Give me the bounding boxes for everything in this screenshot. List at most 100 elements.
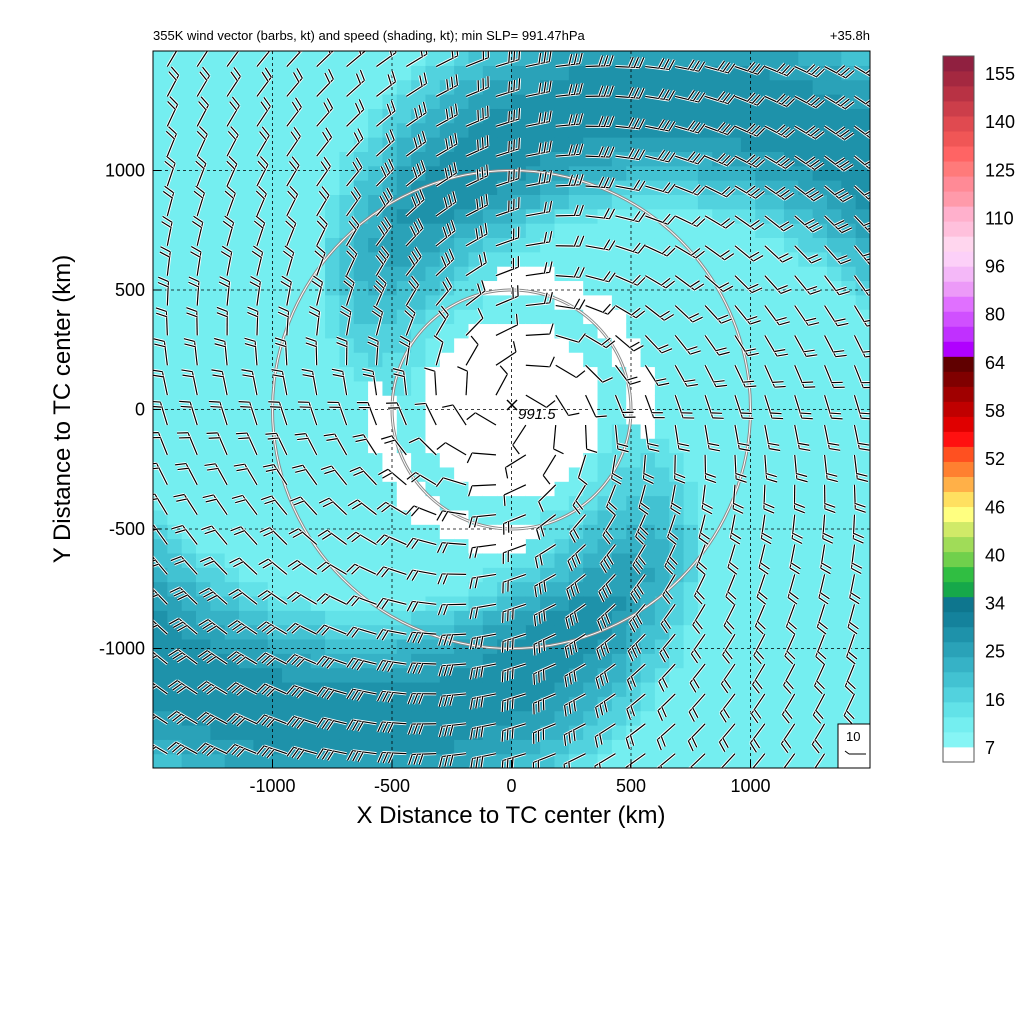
shading-cell [425, 610, 441, 626]
shading-cell [755, 509, 771, 525]
shading-cell [669, 366, 685, 382]
shading-cell [755, 438, 771, 454]
shading-cell [196, 638, 211, 654]
shading-cell [210, 753, 226, 768]
shading-cell [454, 710, 470, 726]
shading-cell [253, 79, 269, 95]
shading-cell [396, 280, 412, 296]
shading-cell [525, 380, 541, 396]
shading-cell [282, 696, 297, 712]
shading-cell [640, 151, 656, 167]
shading-cell [468, 366, 484, 382]
shading-cell [325, 309, 341, 325]
shading-cell [310, 724, 326, 740]
shading-cell [769, 79, 785, 95]
shading-cell [239, 667, 254, 683]
shading-cell [368, 165, 384, 181]
shading-cell [411, 380, 427, 396]
shading-cell [210, 237, 226, 253]
shading-cell [640, 567, 656, 583]
shading-cell [654, 481, 670, 497]
shading-cell [181, 151, 197, 167]
shading-cell [439, 681, 455, 697]
shading-cell [597, 681, 613, 697]
shading-cell [267, 208, 283, 224]
shading-cell [583, 309, 599, 325]
shading-cell [554, 581, 570, 597]
shading-cell [583, 724, 599, 740]
shading-cell [683, 423, 699, 439]
shading-cell [712, 237, 728, 253]
shading-cell [611, 309, 627, 325]
shading-cell [382, 696, 398, 712]
shading-cell [583, 567, 599, 583]
shading-cell [339, 108, 355, 124]
shading-cell [611, 323, 627, 339]
shading-cell [669, 165, 685, 181]
shading-cell [640, 509, 656, 525]
shading-cell [841, 409, 857, 425]
shading-cell [482, 323, 498, 339]
shading-cell [425, 495, 441, 511]
shading-cell [239, 294, 254, 310]
shading-cell [210, 122, 226, 138]
shading-cell [611, 696, 627, 712]
shading-cell [396, 223, 412, 239]
shading-cell [153, 51, 168, 66]
shading-cell [253, 51, 269, 66]
shading-cell [425, 724, 441, 740]
shading-cell [798, 552, 814, 568]
shading-cell [855, 667, 870, 683]
shading-cell [626, 137, 642, 152]
colorbar-swatch [943, 266, 974, 282]
shading-cell [224, 667, 240, 683]
shading-cell [597, 223, 613, 239]
shading-cell [554, 653, 570, 669]
y-tick-label: 0 [135, 400, 145, 420]
shading-cell [153, 696, 168, 712]
shading-cell [597, 481, 613, 497]
shading-cell [353, 452, 369, 468]
shading-cell [611, 137, 627, 152]
shading-cell [769, 610, 785, 626]
colorbar-swatch [943, 71, 974, 87]
y-tick-label: 1000 [105, 161, 145, 181]
shading-cell [511, 696, 527, 712]
shading-cell [611, 710, 627, 726]
colorbar-swatch [943, 86, 974, 102]
colorbar-swatch [943, 611, 974, 628]
shading-cell [669, 452, 685, 468]
shading-cell [339, 552, 355, 568]
shading-cell [568, 710, 584, 726]
shading-cell [282, 65, 297, 81]
shading-cell [654, 395, 670, 411]
shading-cell [640, 137, 656, 152]
shading-cell [540, 280, 556, 296]
shading-cell [712, 352, 728, 368]
shading-cell [210, 309, 226, 325]
shading-cell [654, 653, 670, 669]
shading-cell [798, 653, 814, 669]
shading-cell [224, 595, 240, 611]
shading-cell [697, 581, 713, 597]
shading-cell [454, 137, 470, 152]
shading-cell [597, 380, 613, 396]
shading-cell [712, 323, 728, 339]
shading-cell [310, 638, 326, 654]
shading-cell [525, 509, 541, 525]
colorbar-swatch [943, 176, 974, 192]
shading-cell [482, 724, 498, 740]
reference-barb-label: 10 [846, 729, 860, 744]
shading-cell [640, 51, 656, 66]
shading-cell [669, 710, 685, 726]
colorbar-swatch [943, 476, 974, 493]
shading-cell [525, 79, 541, 95]
shading-cell [382, 552, 398, 568]
shading-cell [425, 524, 441, 540]
shading-cell [826, 294, 842, 310]
shading-cell [167, 366, 183, 382]
shading-cell [740, 524, 756, 540]
shading-cell [740, 753, 756, 768]
shading-cell [468, 395, 484, 411]
shading-cell [611, 223, 627, 239]
